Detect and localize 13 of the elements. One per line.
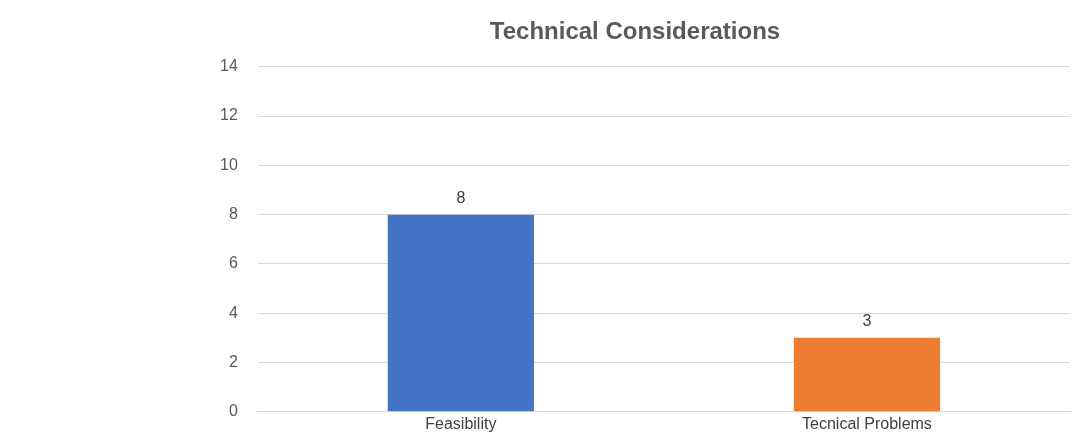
y-tick-label: 6 — [228, 254, 238, 272]
data-label: 8 — [456, 189, 466, 207]
chart-title: Technical Considerations — [489, 17, 781, 45]
data-label: 3 — [862, 312, 872, 330]
y-tick-label: 0 — [228, 402, 238, 420]
y-tick-label: 8 — [228, 205, 238, 223]
x-tick-label: Feasibility — [425, 414, 497, 432]
y-tick-label: 4 — [228, 303, 238, 321]
y-tick-label: 12 — [220, 106, 238, 124]
y-tick-label: 10 — [220, 155, 238, 173]
y-tick-label: 2 — [228, 352, 238, 370]
y-tick-label: 14 — [220, 57, 238, 75]
x-tick-label: Tecnical Problems — [802, 414, 932, 432]
